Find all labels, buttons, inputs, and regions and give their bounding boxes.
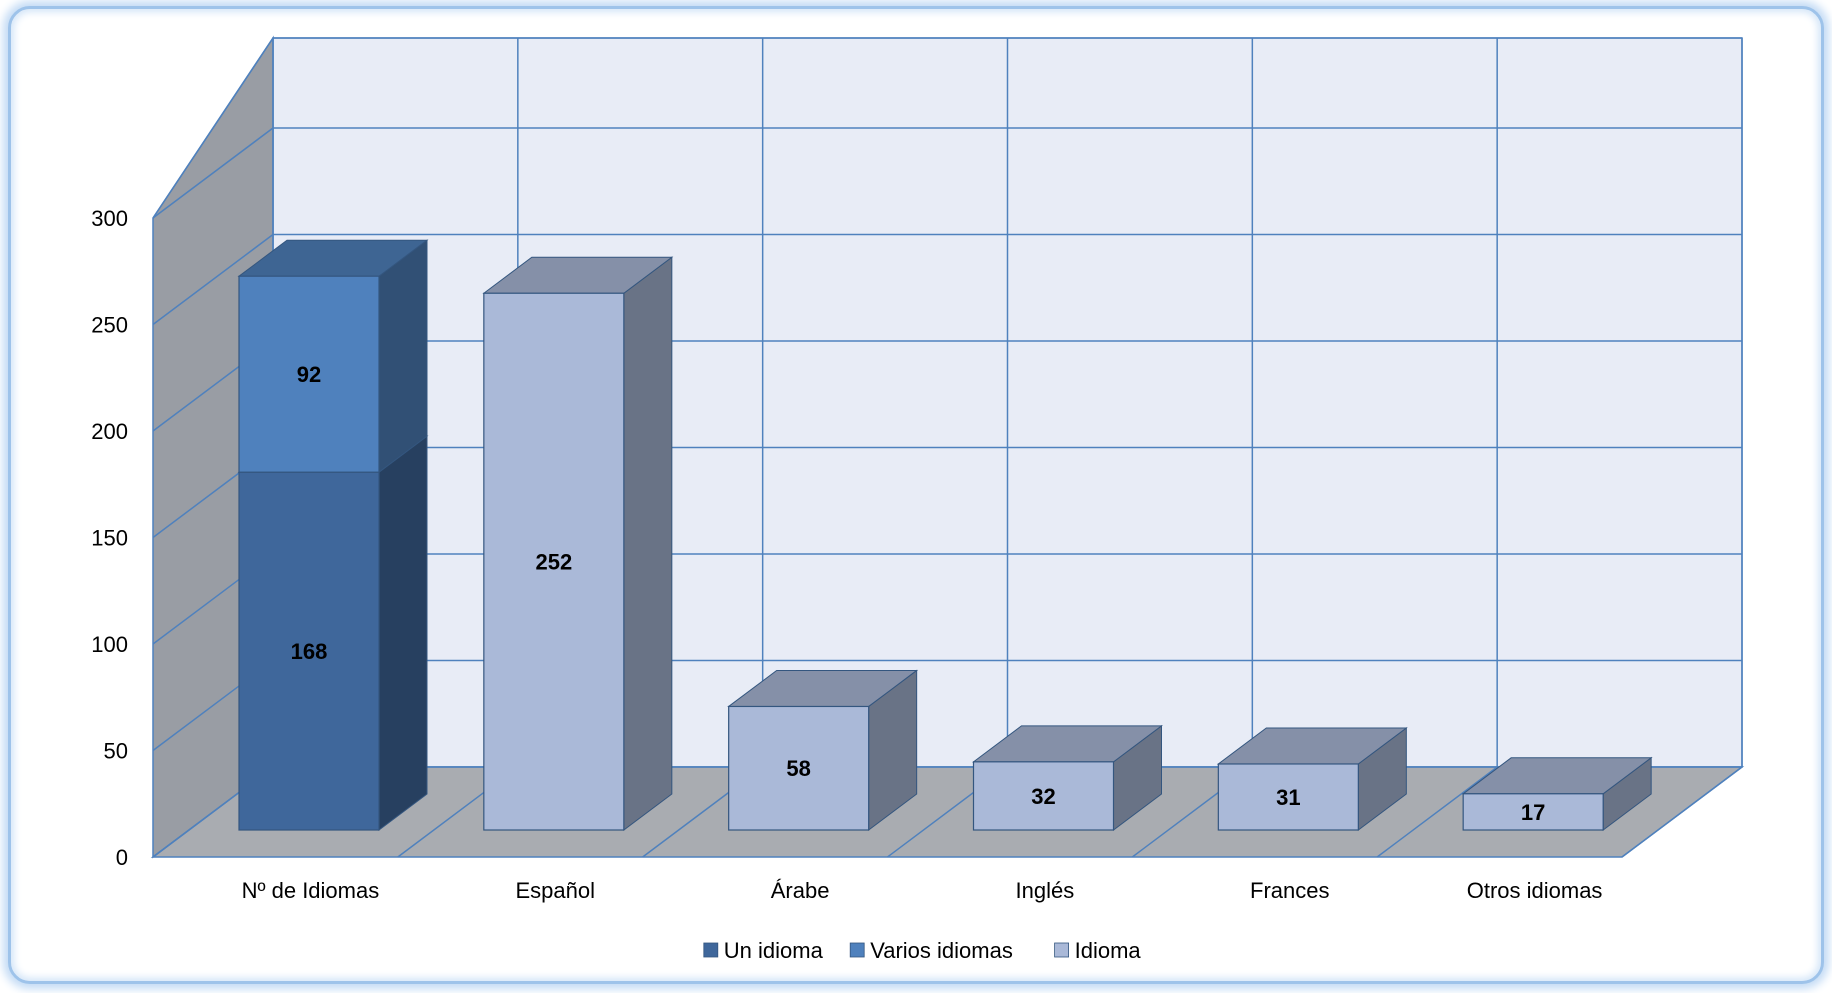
bar-front: [238, 471, 380, 831]
bar-front: [1462, 793, 1604, 831]
legend-swatch: [703, 942, 719, 958]
bar-segment: [482, 256, 674, 831]
gridline-side: [152, 127, 274, 219]
bar-front: [238, 275, 380, 473]
floor-line: [1376, 766, 1498, 858]
legend: Un idioma Varios idiomas Idioma: [703, 938, 1142, 963]
bar-side: [378, 239, 428, 474]
data-label: 252: [535, 550, 572, 575]
data-label: 31: [1276, 785, 1300, 810]
bar-segment: [1216, 726, 1408, 831]
x-category-label: Otros idiomas: [1467, 878, 1603, 903]
data-label: 58: [786, 756, 810, 781]
bar-segment: [237, 435, 429, 831]
y-tick-label: 0: [116, 845, 128, 870]
floor-line: [1621, 766, 1743, 858]
x-category-label: Inglés: [1016, 878, 1075, 903]
bar-segment: [1461, 756, 1653, 831]
gridline-side: [152, 233, 274, 326]
legend-label: Idioma: [1075, 938, 1142, 963]
legend-swatch: [849, 942, 865, 958]
bar-segment: [972, 724, 1163, 831]
y-tick-label: 300: [91, 206, 128, 231]
x-category-label: Árabe: [771, 878, 830, 903]
data-label: 17: [1521, 800, 1545, 825]
data-label: 32: [1031, 784, 1055, 809]
y-tick-label: 250: [91, 313, 128, 338]
y-tick-label: 150: [91, 526, 128, 551]
y-tick-label: 200: [91, 419, 128, 444]
bar-side: [623, 256, 673, 831]
x-category-label: Frances: [1250, 878, 1329, 903]
legend-swatch: [1054, 942, 1069, 958]
x-category-label: Español: [515, 878, 595, 903]
bar-front: [972, 761, 1115, 831]
legend-label: Un idioma: [724, 938, 824, 963]
legend-label: Varios idiomas: [870, 938, 1013, 963]
bar-side: [378, 435, 428, 831]
data-label: 92: [297, 362, 321, 387]
x-category-label: Nº de Idiomas: [242, 878, 380, 903]
bar-front: [483, 292, 625, 831]
x-axis: Nº de Idiomas Español Árabe Inglés Frances Ot…: [242, 878, 1603, 903]
data-label: 168: [291, 639, 328, 664]
y-tick-label: 50: [104, 739, 128, 764]
side-wall-top-edge: [152, 37, 274, 219]
bar-segment: [237, 239, 429, 474]
bars: 168 92 252 58 32 31 17: [237, 239, 1653, 831]
bar-front: [728, 705, 870, 831]
bar-front: [1217, 763, 1359, 831]
y-tick-label: 100: [91, 632, 128, 657]
bar-segment: [727, 669, 919, 831]
y-axis: 0 50 100 150 200 250 300: [91, 206, 128, 870]
